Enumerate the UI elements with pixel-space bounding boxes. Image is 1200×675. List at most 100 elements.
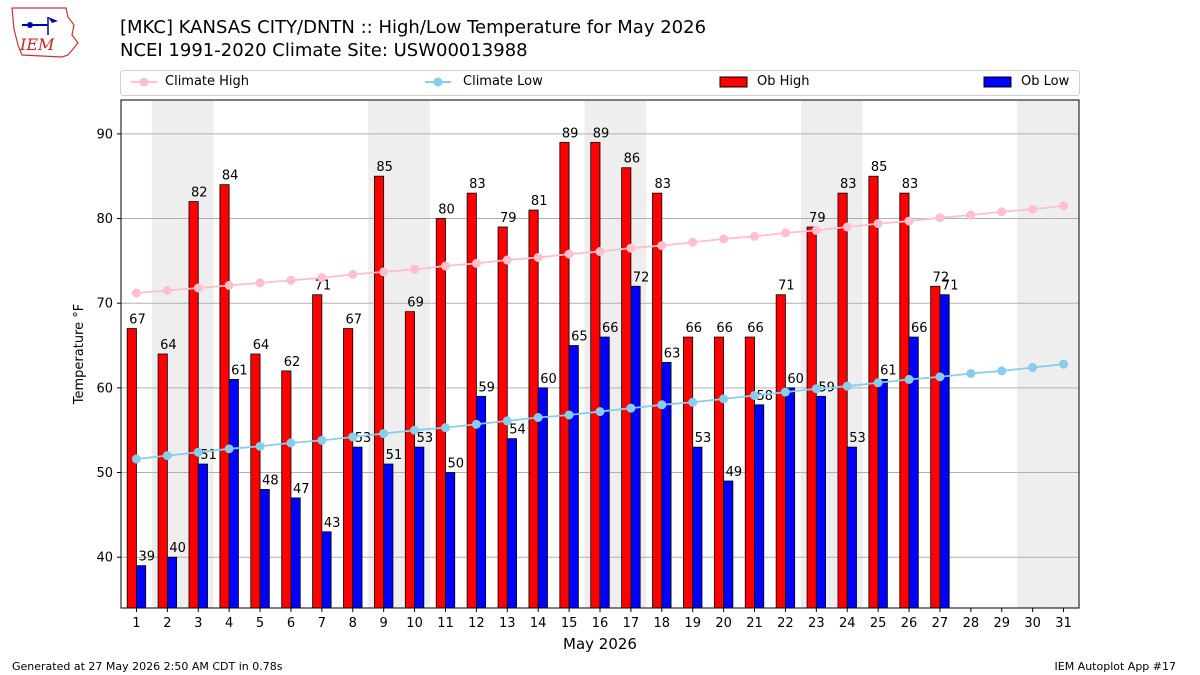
ob-low-value-label: 59 [478,380,495,395]
climate-low-point [688,397,698,407]
ob-high-value-label: 82 [191,186,208,201]
x-tick-label: 3 [194,616,202,631]
ob-high-bar [590,141,601,609]
app-credit: IEM Autoplot App #17 [1054,660,1177,673]
ob-high-bar [435,218,446,609]
climate-high-point [811,225,821,235]
y-tick-label: 90 [96,127,113,142]
x-tick-label: 2 [163,616,171,631]
legend-item-climate-high: Climate High [129,74,249,94]
ob-high-bar [466,192,477,609]
ob-low-value-label: 43 [324,516,341,531]
legend-label-ob-low: Ob Low [1021,74,1070,89]
x-axis-label: May 2026 [563,635,637,653]
ob-low-value-label: 63 [664,346,681,361]
climate-high-point [224,280,234,290]
climate-high-point [997,207,1007,217]
ob-high-value-label: 83 [655,177,672,192]
ob-low-bar [723,480,734,609]
x-tick-label: 14 [530,616,547,631]
ob-low-value-label: 40 [169,541,186,556]
ob-low-bar [692,446,703,609]
x-tick-label: 24 [839,616,856,631]
ob-high-value-label: 66 [685,321,702,336]
weekend-shade [1048,100,1079,608]
climate-low-point [719,394,729,404]
iem-logo: IEM [11,7,79,58]
ob-low-value-label: 66 [602,321,619,336]
x-tick-label: 6 [287,616,295,631]
ob-high-value-label: 81 [531,194,548,209]
ob-high-bar [806,226,817,609]
climate-high-point [842,222,852,232]
ob-low-value-label: 66 [911,321,928,336]
climate-high-point [440,261,450,271]
x-tick-label: 23 [808,616,825,631]
x-tick-label: 26 [901,616,918,631]
ob-low-bar [228,378,239,609]
ob-low-bar [877,378,888,609]
climate-low-point [1059,359,1069,369]
legend-item-ob-high: Ob High [719,74,810,94]
x-tick-label: 12 [468,616,485,631]
climate-low-point [131,454,141,464]
ob-low-value-label: 54 [509,423,526,438]
x-tick-label: 29 [993,616,1010,631]
ob-high-bar [837,192,848,609]
chart-legend: Climate High Climate Low Ob High Ob Low [120,70,1080,96]
ob-low-bar [568,345,579,609]
climate-high-point [935,213,945,223]
climate-high-point [471,258,481,268]
ob-high-bar [281,370,292,609]
climate-low-point [193,447,203,457]
climate-low-point [657,400,667,410]
x-tick-label: 31 [1055,616,1072,631]
ob-high-bar [559,141,570,609]
ob-low-bar [414,446,425,609]
svg-text:IEM: IEM [19,35,55,54]
ob-high-value-label: 79 [809,211,826,226]
chart-title: [MKC] KANSAS CITY/DNTN :: High/Low Tempe… [120,17,707,38]
x-tick-label: 21 [746,616,763,631]
ob-low-bar [846,446,857,609]
climate-low-point [348,432,358,442]
ob-low-bar [197,463,208,609]
ob-low-value-label: 50 [447,457,464,472]
ob-high-bar [744,336,755,609]
ob-high-value-label: 85 [376,160,393,175]
x-tick-label: 1 [132,616,140,631]
x-tick-label: 18 [654,616,671,631]
ob-low-bar [599,336,610,609]
climate-high-point [317,273,327,283]
ob-high-bar [683,336,694,609]
climate-high-point [1028,204,1038,214]
climate-low-point [317,435,327,445]
ob-high-value-label: 71 [315,279,332,294]
ob-high-value-label: 72 [933,270,950,285]
climate-low-point [595,407,605,417]
climate-low-point [780,387,790,397]
ob-high-bar [930,285,941,609]
ob-low-bar [383,463,394,609]
x-tick-label: 16 [592,616,609,631]
x-tick-label: 5 [256,616,264,631]
ob-low-swatch-icon [983,76,1012,88]
ob-low-value-label: 60 [540,372,557,387]
ob-low-bar [785,387,796,609]
climate-high-point [780,228,790,238]
x-tick-label: 20 [715,616,732,631]
ob-high-bar [343,328,354,609]
ob-high-bar [868,175,879,609]
climate-low-point [842,381,852,391]
ob-high-value-label: 64 [253,338,270,353]
x-tick-label: 30 [1024,616,1041,631]
ob-low-value-label: 49 [726,465,743,480]
legend-label-ob-high: Ob High [757,74,810,89]
ob-high-bar [219,184,230,609]
ob-high-value-label: 66 [716,321,733,336]
ob-high-value-label: 79 [500,211,517,226]
ob-high-bar [157,353,168,609]
climate-low-line-icon [425,77,451,87]
climate-low-point [904,374,914,384]
climate-high-point [286,275,296,285]
